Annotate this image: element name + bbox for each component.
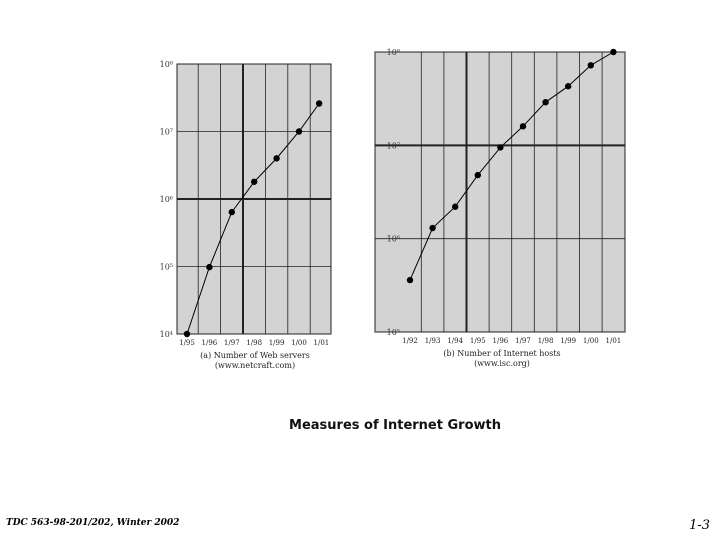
x-tick-label: 1/92	[402, 337, 418, 345]
data-point	[452, 203, 459, 210]
chart-caption: (b) Number of Internet hosts	[443, 349, 560, 358]
chart-caption: (www.isc.org)	[474, 359, 530, 368]
x-tick-label: 1/98	[246, 339, 262, 347]
slide-footer: TDC 563-98-201/202, Winter 2002	[6, 518, 180, 528]
data-point	[251, 178, 258, 185]
chart-caption: (a) Number of Web servers	[200, 351, 310, 360]
data-point	[206, 263, 213, 271]
x-tick-label: 1/01	[314, 339, 330, 347]
y-tick-label: 10⁷	[160, 128, 173, 137]
x-tick-label: 1/97	[515, 337, 531, 345]
slide-title: Measures of Internet Growth	[289, 418, 501, 433]
y-tick-label: 10⁵	[387, 328, 400, 337]
data-point	[542, 98, 549, 106]
data-point	[474, 171, 481, 179]
y-tick-label: 10⁸	[160, 60, 173, 69]
x-tick-label: 1/00	[291, 339, 307, 347]
plot-background	[374, 51, 626, 333]
web-servers-chart: 10⁴ 10⁵ 10⁶ 10⁷ 10⁸ 1/95 1/96 1/97 1/98 1/99 1/00 1…	[160, 60, 332, 370]
x-tick-label: 1/94	[447, 337, 463, 345]
internet-hosts-chart: 10⁵ 10⁶ 10⁷ 10⁸ 1/92 1/93 1/94 1/95 1/96 1/97 1/98…	[374, 48, 626, 368]
data-point	[406, 276, 414, 284]
x-tick-label: 1/96	[493, 337, 509, 345]
data-point	[429, 224, 436, 232]
x-tick-label: 1/99	[560, 337, 576, 345]
data-point	[228, 208, 235, 216]
x-tick-label: 1/93	[425, 337, 441, 345]
y-tick-label: 10⁷	[387, 141, 400, 150]
y-tick-label: 10⁵	[160, 263, 173, 272]
series-line	[409, 51, 614, 281]
page-number: 1-3	[689, 518, 710, 533]
y-tick-label: 10⁶	[387, 235, 400, 244]
data-point	[497, 144, 504, 151]
x-tick-label: 1/95	[470, 337, 486, 345]
data-point	[295, 128, 303, 135]
chart-caption: (www.netcraft.com)	[215, 361, 295, 370]
x-tick-label: 1/98	[538, 337, 554, 345]
data-point	[519, 123, 527, 130]
x-tick-label: 1/96	[202, 339, 218, 347]
data-point	[315, 100, 323, 107]
x-tick-label: 1/99	[269, 339, 285, 347]
y-tick-label: 10⁴	[160, 330, 173, 339]
data-point	[610, 48, 617, 56]
x-tick-label: 1/97	[224, 339, 240, 347]
y-tick-label: 10⁸	[387, 48, 400, 57]
y-tick-label: 10⁶	[160, 195, 173, 204]
x-tick-label: 1/01	[606, 337, 622, 345]
x-tick-label: 1/95	[179, 339, 195, 347]
x-tick-label: 1/00	[583, 337, 599, 345]
data-point	[565, 83, 572, 90]
data-point	[183, 330, 191, 338]
data-point	[587, 62, 594, 69]
data-point	[273, 155, 280, 162]
